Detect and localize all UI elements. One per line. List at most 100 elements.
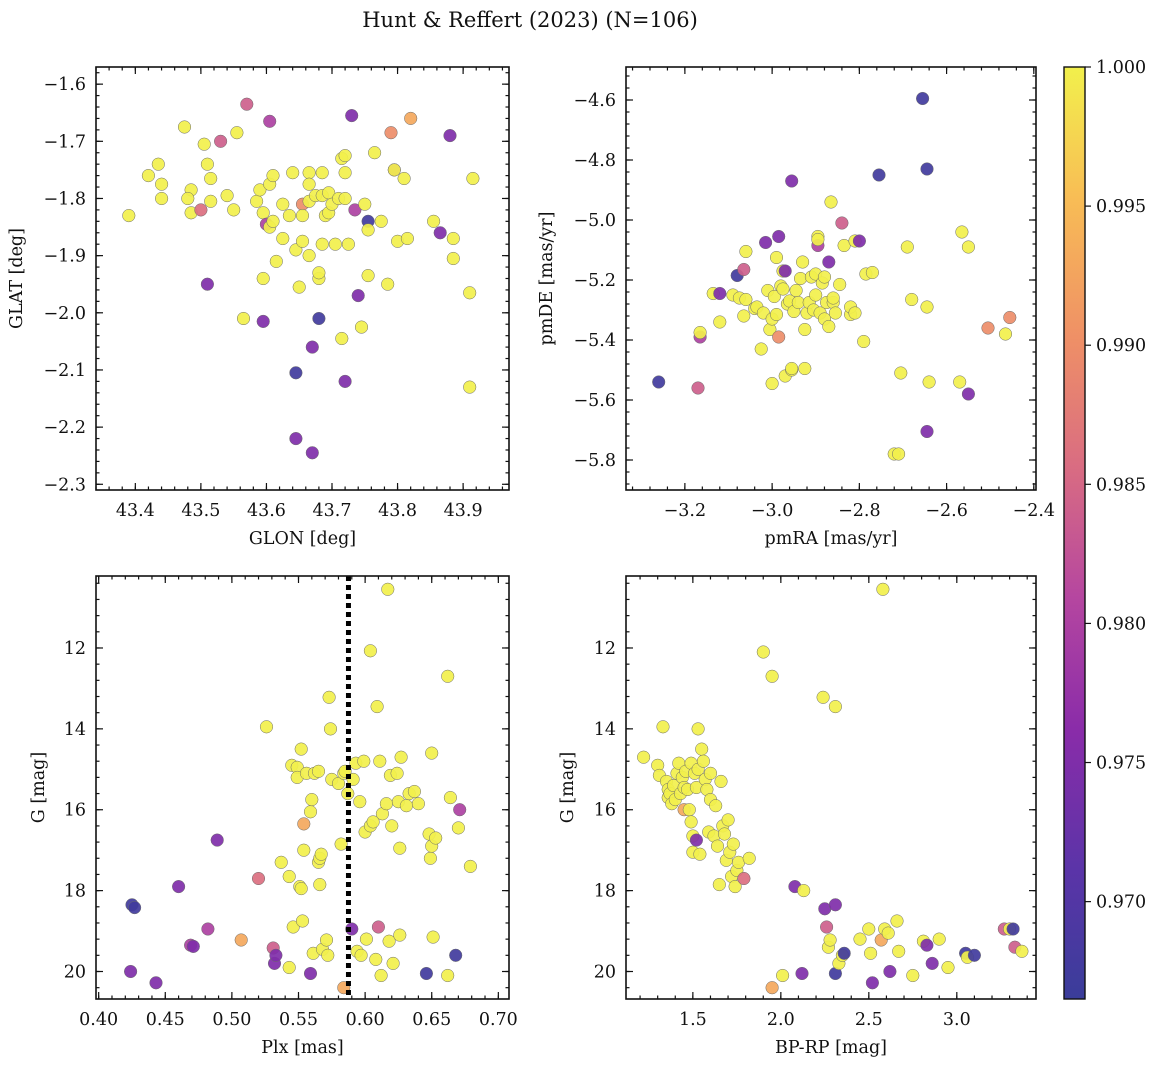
data-point	[289, 432, 303, 446]
data-point	[443, 129, 457, 143]
colorbar-tick-label: 0.970	[1096, 893, 1146, 913]
data-point	[322, 690, 336, 704]
y-axis-label: GLAT [deg]	[7, 228, 27, 329]
data-point	[789, 283, 803, 298]
data-point	[294, 742, 308, 756]
data-point	[297, 817, 311, 831]
data-point	[390, 766, 404, 780]
data-point	[256, 271, 270, 286]
data-point	[220, 189, 234, 203]
data-point	[240, 97, 254, 111]
data-point	[358, 197, 372, 211]
data-point	[848, 306, 862, 320]
data-point	[341, 237, 355, 251]
data-point	[250, 194, 264, 208]
data-point	[357, 754, 371, 768]
colorbar-tick-label: 1.000	[1096, 58, 1146, 78]
data-point	[691, 722, 705, 736]
data-point	[151, 157, 165, 171]
data-point	[684, 815, 698, 829]
data-point	[754, 342, 768, 356]
data-point	[274, 855, 288, 869]
data-point	[737, 309, 751, 323]
data-point	[297, 843, 311, 857]
data-point	[353, 795, 367, 809]
data-point	[303, 805, 318, 819]
data-point	[368, 146, 382, 160]
data-point	[466, 171, 480, 186]
data-point	[204, 171, 218, 186]
data-point	[128, 901, 142, 915]
data-point	[703, 766, 718, 780]
x-tick-label: −2.6	[925, 501, 968, 521]
data-point	[890, 914, 904, 928]
y-tick-label: −5.4	[574, 331, 617, 351]
data-point	[256, 314, 270, 328]
y-tick-label: −5.8	[574, 451, 617, 471]
x-tick-label: 0.65	[412, 1010, 451, 1030]
data-point	[338, 374, 352, 388]
x-tick-label: 0.45	[146, 1010, 185, 1030]
x-axis-label: pmRA [mas/yr]	[765, 529, 898, 549]
y-tick-label: −1.7	[44, 132, 87, 152]
data-point	[234, 933, 248, 947]
data-point	[429, 831, 443, 845]
data-point	[695, 742, 709, 756]
data-point	[759, 235, 773, 250]
data-point	[713, 286, 727, 301]
data-point	[200, 277, 214, 291]
data-point	[769, 307, 784, 322]
x-tick-label: 0.70	[479, 1010, 518, 1030]
data-point	[305, 340, 319, 354]
data-point	[276, 231, 290, 246]
data-point	[739, 292, 753, 307]
data-point	[266, 214, 280, 228]
data-point	[998, 327, 1013, 341]
data-point	[713, 315, 727, 329]
data-point	[823, 933, 837, 947]
y-tick-label: −5.0	[574, 211, 617, 231]
data-point	[932, 932, 946, 946]
data-point	[338, 149, 352, 163]
data-point	[864, 946, 878, 960]
data-point	[709, 799, 723, 813]
data-point	[397, 171, 411, 186]
sky-position-panel: 43.4 43.5 43.6 43.7 43.8 43.9 −2.3 −2.2 −2.1 −2.0…	[7, 66, 510, 549]
data-point	[385, 819, 399, 833]
data-point	[313, 878, 327, 892]
data-point	[361, 223, 375, 237]
data-point	[177, 120, 192, 134]
data-point	[251, 871, 266, 886]
data-point	[811, 232, 825, 247]
data-point	[693, 325, 707, 340]
data-point	[967, 948, 981, 962]
scatter-points	[637, 582, 1029, 995]
colorbar: 0.970 0.975 0.980 0.985 0.990 0.995 1.000	[1063, 58, 1146, 1000]
data-point	[295, 209, 310, 223]
x-tick-label: 0.55	[279, 1010, 318, 1030]
data-point	[833, 277, 847, 292]
data-point	[826, 291, 840, 305]
figure-title: Hunt & Reffert (2023) (N=106)	[362, 8, 698, 32]
data-point	[381, 582, 395, 596]
x-tick-label: 0.40	[79, 1010, 118, 1030]
data-point	[824, 195, 838, 209]
data-point	[916, 91, 930, 106]
data-point	[881, 926, 895, 940]
data-point	[776, 968, 790, 983]
data-point	[204, 194, 218, 208]
y-tick-label: 12	[64, 639, 86, 659]
data-point	[765, 981, 779, 995]
data-point	[384, 126, 398, 140]
data-point	[862, 922, 876, 936]
x-tick-label: −3.0	[751, 501, 794, 521]
colorbar-tick-label: 0.980	[1096, 614, 1146, 634]
x-tick-label: 0.60	[346, 1010, 385, 1030]
data-point	[294, 882, 308, 896]
data-point	[776, 282, 790, 296]
y-tick-label: 20	[594, 963, 616, 983]
data-point	[201, 922, 215, 936]
data-point	[717, 827, 732, 841]
data-point	[769, 250, 784, 265]
data-point	[795, 966, 809, 981]
